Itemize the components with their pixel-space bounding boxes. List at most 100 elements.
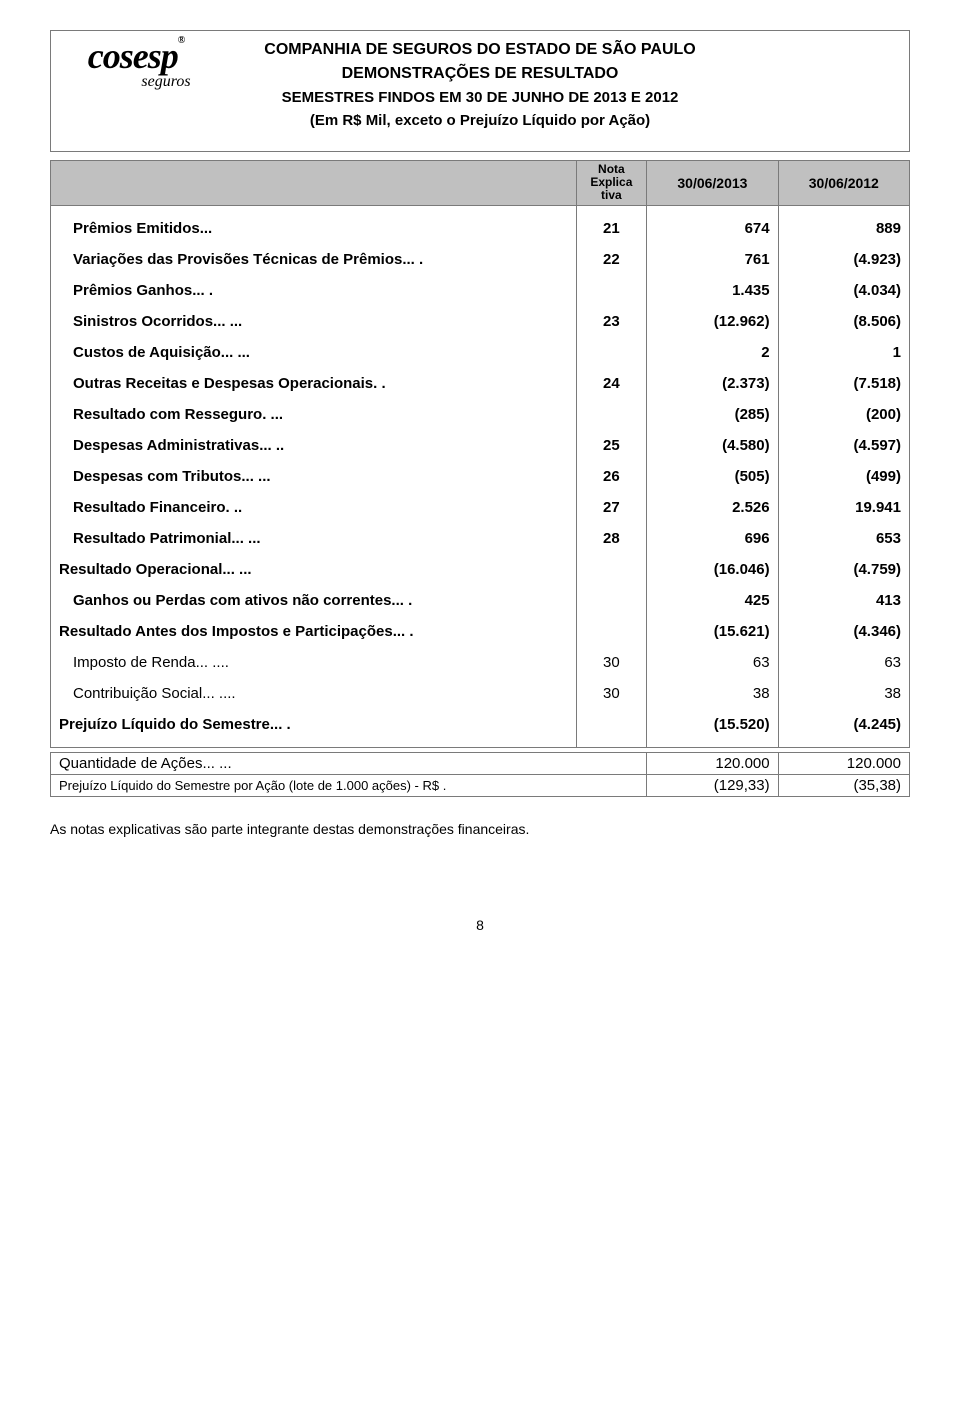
- row-value-2: 889: [778, 220, 909, 237]
- spacer-row: [51, 485, 910, 499]
- row-label: Resultado Financeiro. ..: [51, 499, 577, 516]
- footer-row: Quantidade de Ações... ...120.000120.000: [51, 752, 910, 774]
- nota-l3: tiva: [601, 188, 622, 202]
- footer-label: Quantidade de Ações... ...: [51, 752, 647, 774]
- row-nota: 26: [576, 468, 647, 485]
- row-value-1: (505): [647, 468, 778, 485]
- header-date-2: 30/06/2012: [778, 161, 909, 206]
- row-value-2: (200): [778, 406, 909, 423]
- row-nota: [576, 344, 647, 361]
- row-label: Imposto de Renda... ....: [51, 654, 577, 671]
- row-value-1: (4.580): [647, 437, 778, 454]
- table-row: Resultado Patrimonial... ...28696653: [51, 530, 910, 547]
- row-value-2: (4.346): [778, 623, 909, 640]
- spacer-row: [51, 237, 910, 251]
- row-nota: 24: [576, 375, 647, 392]
- logo-reg: ®: [178, 35, 184, 46]
- spacer-row: [51, 671, 910, 685]
- row-nota: 30: [576, 654, 647, 671]
- row-value-1: 696: [647, 530, 778, 547]
- table-row: Resultado Financeiro. ..272.52619.941: [51, 499, 910, 516]
- table-row: Resultado com Resseguro. ...(285)(200): [51, 406, 910, 423]
- row-label: Sinistros Ocorridos... ...: [51, 313, 577, 330]
- footnote: As notas explicativas são parte integran…: [50, 821, 910, 837]
- footer-value-2: 120.000: [778, 752, 909, 774]
- row-label: Variações das Provisões Técnicas de Prêm…: [51, 251, 577, 268]
- nota-l2: Explica: [590, 175, 632, 189]
- spacer-row: [51, 454, 910, 468]
- spacer-row: [51, 205, 910, 220]
- row-nota: [576, 623, 647, 640]
- table-header-row: Nota Explica tiva 30/06/2013 30/06/2012: [51, 161, 910, 206]
- header-nota: Nota Explica tiva: [576, 161, 647, 206]
- footer-value-1: 120.000: [647, 752, 778, 774]
- table-row: Variações das Provisões Técnicas de Prêm…: [51, 251, 910, 268]
- row-value-2: (8.506): [778, 313, 909, 330]
- row-nota: 25: [576, 437, 647, 454]
- logo: cosesp® seguros: [51, 35, 221, 91]
- row-label: Prêmios Emitidos...: [51, 220, 577, 237]
- row-value-1: (16.046): [647, 561, 778, 578]
- spacer-row: [51, 516, 910, 530]
- spacer-row: [51, 609, 910, 623]
- row-value-2: 38: [778, 685, 909, 702]
- row-value-1: (12.962): [647, 313, 778, 330]
- row-nota: [576, 282, 647, 299]
- table-row: Custos de Aquisição... ...21: [51, 344, 910, 361]
- row-value-1: 761: [647, 251, 778, 268]
- row-label: Prejuízo Líquido do Semestre... .: [51, 716, 577, 733]
- logo-name: cosesp: [88, 36, 178, 76]
- spacer-row: [51, 547, 910, 561]
- row-nota: 27: [576, 499, 647, 516]
- page-number: 8: [50, 917, 910, 933]
- row-nota: 30: [576, 685, 647, 702]
- table-row: Outras Receitas e Despesas Operacionais.…: [51, 375, 910, 392]
- row-value-1: 63: [647, 654, 778, 671]
- row-value-2: (4.245): [778, 716, 909, 733]
- row-label: Resultado Antes dos Impostos e Participa…: [51, 623, 577, 640]
- row-value-1: 1.435: [647, 282, 778, 299]
- row-value-2: (4.034): [778, 282, 909, 299]
- footer-label: Prejuízo Líquido do Semestre por Ação (l…: [51, 774, 647, 796]
- table-row: Sinistros Ocorridos... ...23(12.962)(8.5…: [51, 313, 910, 330]
- row-value-1: 425: [647, 592, 778, 609]
- spacer-row: [51, 640, 910, 654]
- nota-l1: Nota: [598, 162, 625, 176]
- table-row: Resultado Operacional... ...(16.046)(4.7…: [51, 561, 910, 578]
- footer-value-1: (129,33): [647, 774, 778, 796]
- spacer-row: [51, 392, 910, 406]
- footer-table: Quantidade de Ações... ...120.000120.000…: [50, 752, 910, 797]
- table-row: Imposto de Renda... ....306363: [51, 654, 910, 671]
- row-nota: [576, 592, 647, 609]
- spacer-row: [51, 299, 910, 313]
- row-label: Outras Receitas e Despesas Operacionais.…: [51, 375, 577, 392]
- row-value-2: 1: [778, 344, 909, 361]
- row-value-1: 2.526: [647, 499, 778, 516]
- footer-row: Prejuízo Líquido do Semestre por Ação (l…: [51, 774, 910, 796]
- row-nota: [576, 406, 647, 423]
- table-row: Despesas com Tributos... ...26(505)(499): [51, 468, 910, 485]
- header-date-1: 30/06/2013: [647, 161, 778, 206]
- row-label: Prêmios Ganhos... .: [51, 282, 577, 299]
- table-row: Despesas Administrativas... ..25(4.580)(…: [51, 437, 910, 454]
- row-nota: [576, 561, 647, 578]
- table-row: Prêmios Ganhos... . 1.435(4.034): [51, 282, 910, 299]
- income-table-wrap: Nota Explica tiva 30/06/2013 30/06/2012 …: [50, 160, 910, 797]
- row-nota: [576, 716, 647, 733]
- row-value-2: 19.941: [778, 499, 909, 516]
- table-row: Contribuição Social... ....303838: [51, 685, 910, 702]
- row-value-2: (4.759): [778, 561, 909, 578]
- header-line-3: SEMESTRES FINDOS EM 30 DE JUNHO DE 2013 …: [51, 89, 909, 106]
- header-line-4: (Em R$ Mil, exceto o Prejuízo Líquido po…: [51, 112, 909, 129]
- row-value-1: (15.520): [647, 716, 778, 733]
- row-nota: 21: [576, 220, 647, 237]
- row-label: Despesas com Tributos... ...: [51, 468, 577, 485]
- table-row: Prejuízo Líquido do Semestre... . (15.520…: [51, 716, 910, 733]
- row-label: Contribuição Social... ....: [51, 685, 577, 702]
- row-nota: 28: [576, 530, 647, 547]
- header-blank: [51, 161, 577, 206]
- row-value-2: (499): [778, 468, 909, 485]
- row-value-2: (7.518): [778, 375, 909, 392]
- row-value-1: 674: [647, 220, 778, 237]
- page: cosesp® seguros COMPANHIA DE SEGUROS DO …: [0, 0, 960, 973]
